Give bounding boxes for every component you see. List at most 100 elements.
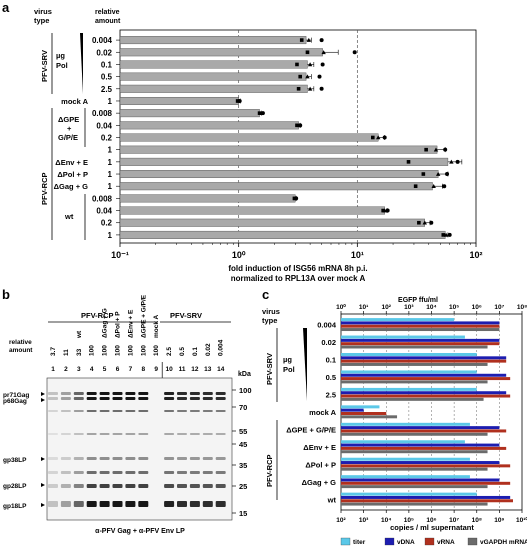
- blot-band: [86, 410, 97, 412]
- blot-band: [48, 397, 58, 400]
- blot-band: [164, 410, 175, 412]
- data-point: [319, 86, 324, 91]
- row-amount: 0.008: [92, 109, 113, 118]
- data-point: [441, 233, 446, 237]
- blot-band: [164, 501, 175, 507]
- lane-number: 2: [64, 366, 68, 373]
- legend: titer vDNA vRNA vGAPDH mRNA: [340, 537, 527, 546]
- blot-band: [125, 501, 136, 507]
- lane-amount: 100: [89, 345, 96, 356]
- bar: [341, 321, 500, 325]
- data-point: [406, 160, 411, 164]
- data-point: [298, 123, 303, 128]
- row-amount: 1: [108, 231, 113, 240]
- bar: [341, 492, 477, 496]
- x-tick-label: 10³: [359, 517, 369, 524]
- bar: [341, 495, 511, 499]
- bar: [119, 133, 379, 142]
- data-point: [433, 147, 439, 152]
- c-group-rcp: PFV-RCP: [265, 454, 274, 487]
- row-label: ΔEnv + E: [55, 158, 88, 167]
- lane-header: wt: [76, 330, 83, 339]
- data-point: [295, 123, 299, 128]
- lane-header: ΔGPE + G/P/E: [140, 294, 147, 338]
- band-label: pr71Gag: [3, 392, 29, 399]
- lane-header: ΔGag + G: [102, 308, 109, 338]
- blot-band: [73, 501, 84, 507]
- blot-band: [48, 501, 58, 507]
- blot-band: [112, 484, 123, 488]
- lane-number: 12: [191, 366, 199, 373]
- blot-band: [202, 471, 213, 474]
- lane-number: 13: [204, 366, 212, 373]
- row-label: ΔPol + P: [57, 170, 88, 179]
- dgpe-line3: G/P/E: [58, 133, 78, 142]
- blot-band: [48, 410, 58, 412]
- data-point: [307, 86, 313, 91]
- bar: [341, 464, 511, 468]
- lane-amount: 0.004: [218, 339, 225, 356]
- bar: [119, 157, 449, 166]
- lane-number: 1: [51, 366, 55, 373]
- blot-band: [189, 433, 200, 435]
- x-tick-label: 10²: [336, 517, 346, 524]
- lane-number: 7: [129, 366, 133, 373]
- bar: [341, 370, 477, 374]
- row-amount: 0.02: [96, 48, 112, 57]
- top-tick-label: 10⁵: [449, 304, 459, 311]
- panel-c-plot: 0.004 0.02 0.1 0.5 2.5 mock A ΔGPE + G/P/E ΔEnv…: [286, 303, 527, 524]
- blot-band: [202, 397, 213, 400]
- panel-b: b PFV-RCP PFV-SRV relative amount 3.7111…: [2, 287, 252, 535]
- blot-band: [215, 392, 226, 395]
- lane-number: 3: [77, 366, 81, 373]
- blot-band: [73, 484, 84, 488]
- top-tick-label: 10⁴: [426, 304, 436, 311]
- blot-band: [112, 410, 123, 412]
- blot-band: [112, 397, 123, 400]
- data-point: [321, 50, 326, 55]
- data-point: [382, 135, 387, 140]
- bar: [341, 450, 488, 454]
- row-label: ΔGag + G: [302, 478, 337, 487]
- x-tick-label: 10⁸: [472, 517, 482, 524]
- data-point: [413, 184, 418, 189]
- lane-amount: 33: [76, 348, 83, 356]
- blot-band: [189, 392, 200, 395]
- bar: [341, 457, 470, 461]
- bar: [119, 48, 323, 57]
- lane-amount: 100: [127, 345, 134, 356]
- lane-amount: 2.5: [166, 347, 173, 356]
- data-point: [381, 208, 385, 213]
- data-point: [260, 111, 265, 116]
- blot-band: [60, 457, 71, 460]
- data-point: [317, 74, 322, 79]
- blot-band: [138, 501, 149, 507]
- band-arrow-icon: [41, 483, 45, 487]
- band-label: gp38LP: [3, 457, 27, 464]
- blot-band: [138, 471, 149, 474]
- bar: [119, 60, 308, 69]
- row-label: 0.1: [326, 356, 336, 365]
- band-arrow-icon: [41, 392, 45, 396]
- data-point: [294, 196, 299, 201]
- ug-label: µg: [56, 51, 65, 60]
- data-point: [352, 50, 357, 55]
- lane-number: 9: [154, 366, 158, 373]
- blot-band: [189, 484, 200, 488]
- kda-value: 70: [239, 403, 247, 412]
- bar: [341, 335, 465, 339]
- legend-label: vRNA: [437, 539, 455, 546]
- top-tick-label: 10⁶: [472, 304, 482, 311]
- data-point: [382, 208, 387, 213]
- blot-band: [138, 484, 149, 488]
- top-tick-label: 10⁰: [336, 303, 346, 311]
- blot-band: [125, 471, 136, 474]
- data-point: [455, 159, 460, 164]
- blot-band: [60, 392, 71, 395]
- bar: [341, 356, 507, 360]
- row-amount: 0.2: [101, 219, 113, 228]
- bar: [341, 429, 507, 433]
- legend-swatch: [424, 537, 435, 546]
- c-pol-wedge: [303, 328, 307, 401]
- blot-band: [112, 471, 123, 474]
